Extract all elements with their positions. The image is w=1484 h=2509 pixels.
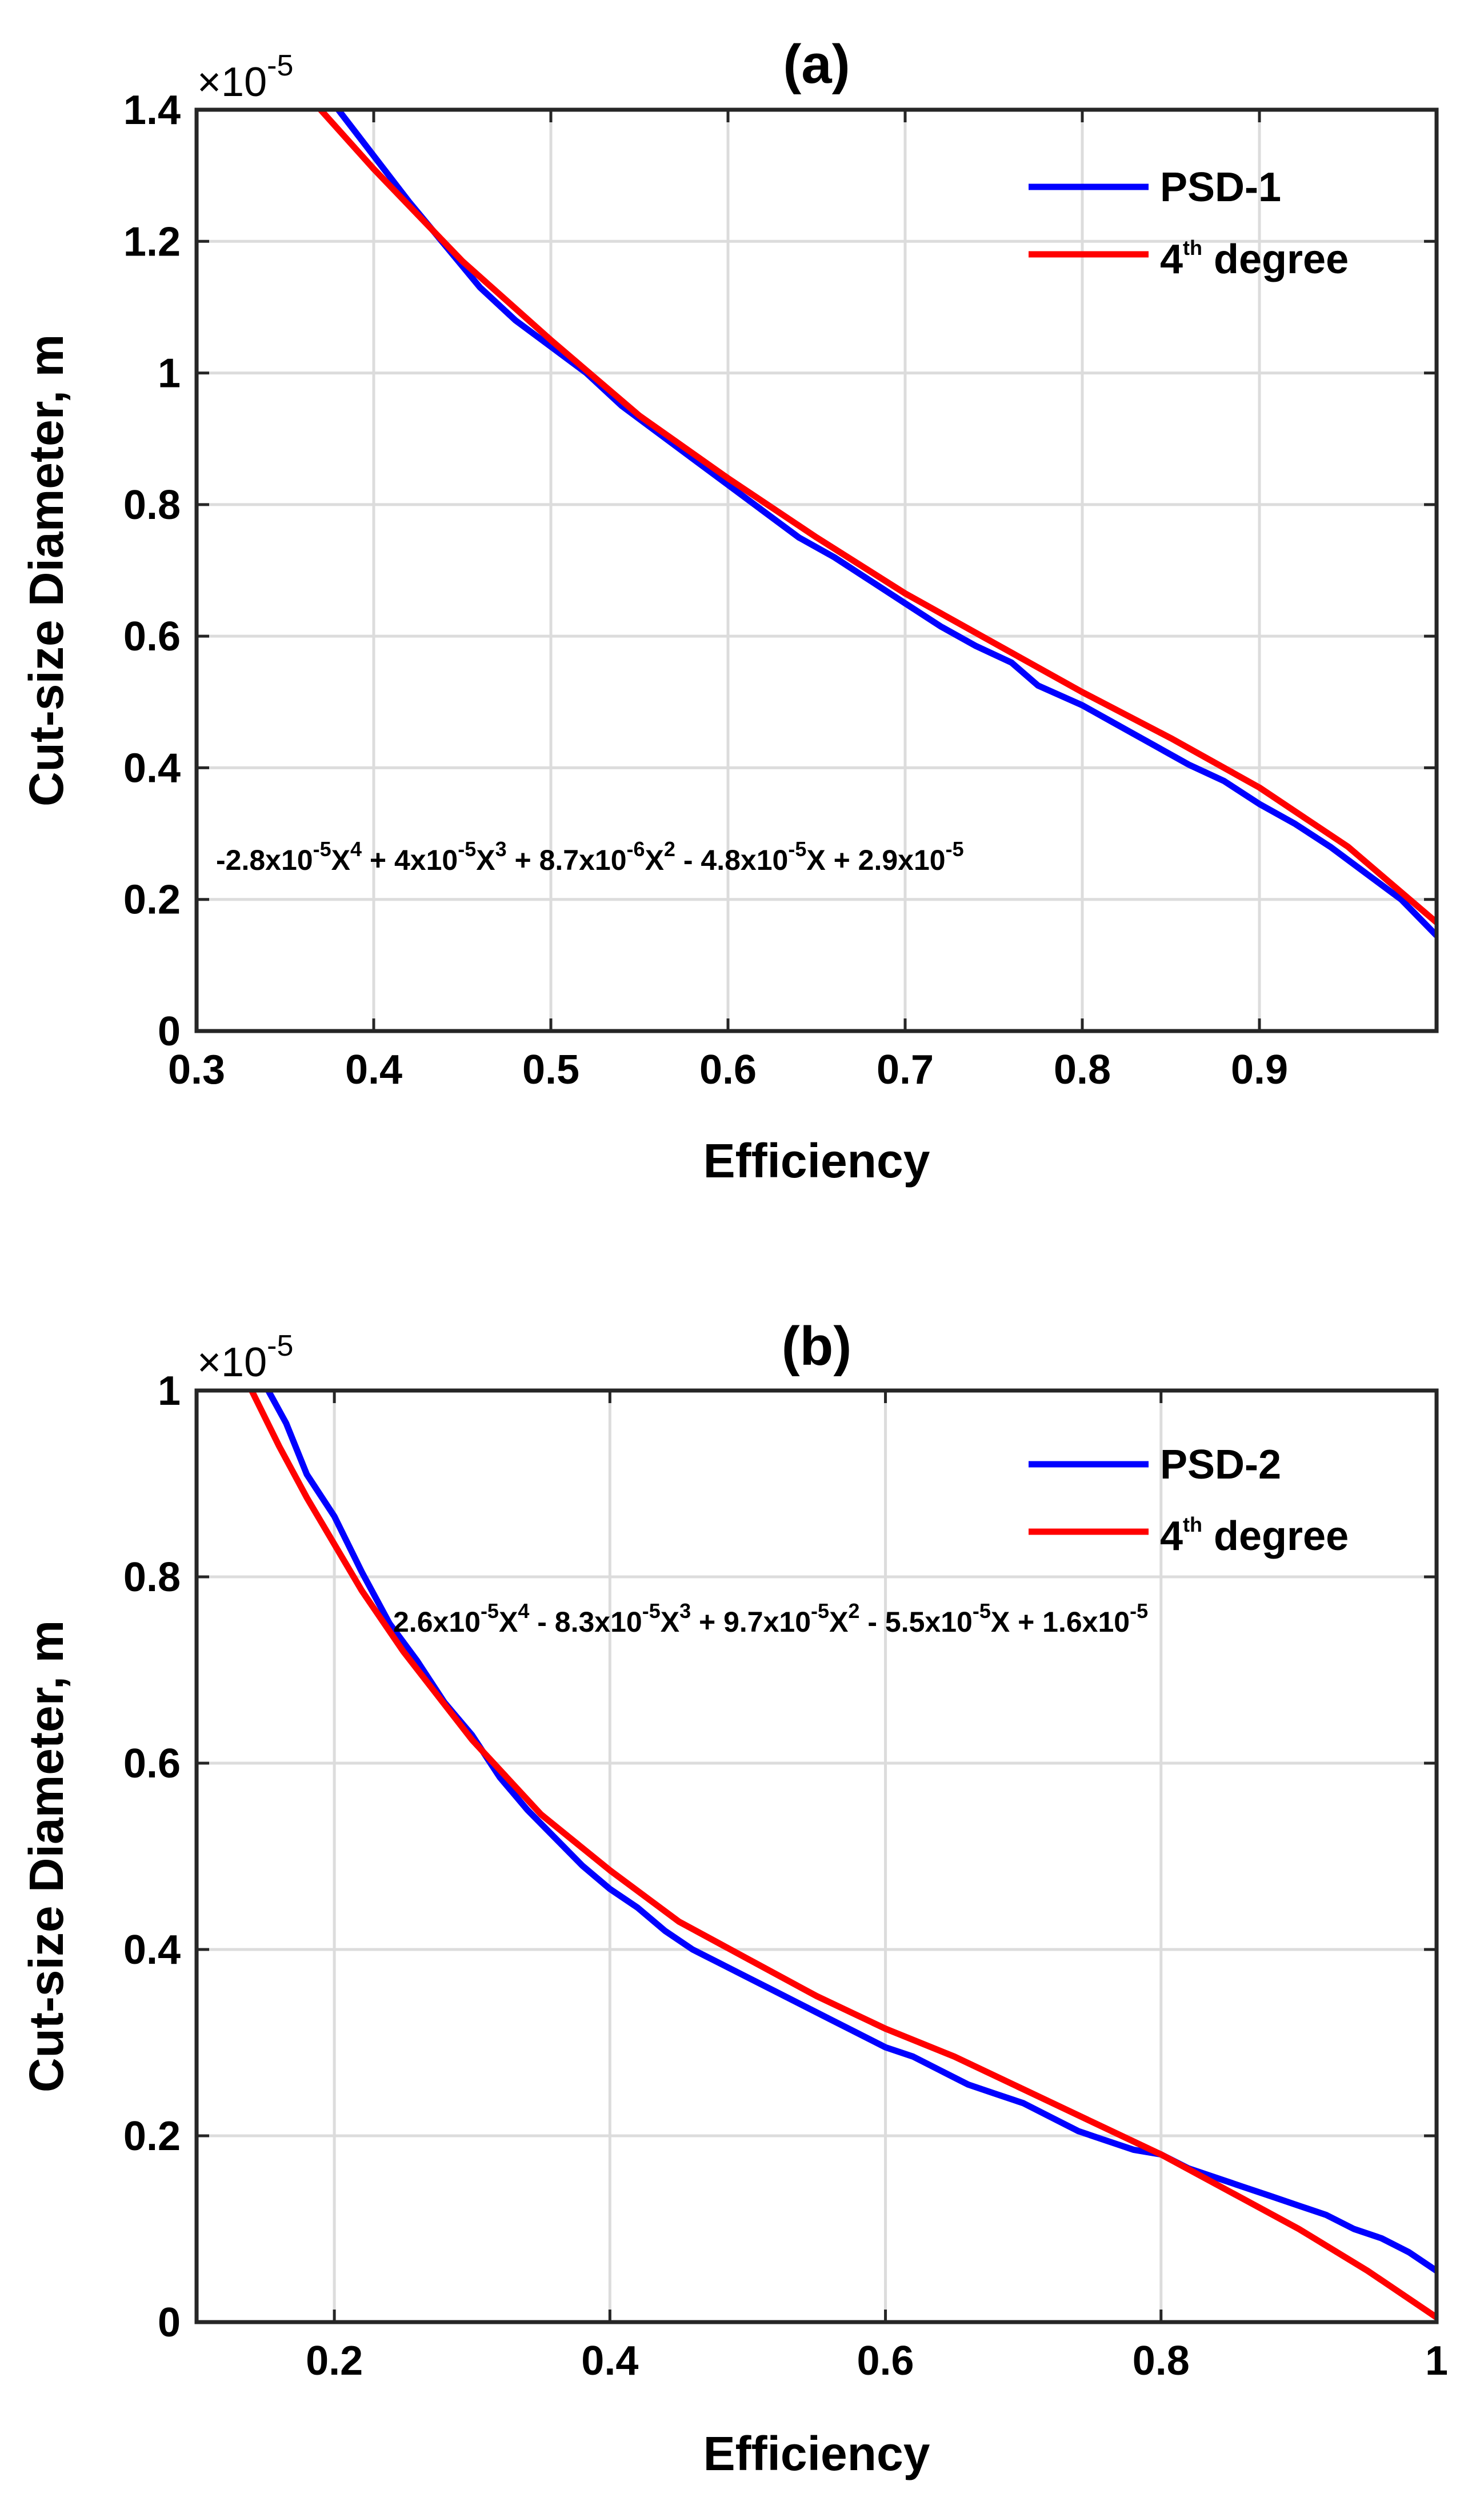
chart-a-x-tick-label: 0.5 <box>522 1047 579 1093</box>
chart-a-x-tick-label: 0.4 <box>345 1047 402 1093</box>
chart-b-legend: PSD-2 4th degree <box>1029 1442 1349 1559</box>
chart-b-x-tick-label: 0.2 <box>306 2338 363 2384</box>
chart-a-x-tick-label: 0.8 <box>1054 1047 1111 1093</box>
chart-a-y-tick-label: 0.2 <box>123 877 181 923</box>
chart-a-legend-label-psd-1: PSD-1 <box>1160 165 1281 210</box>
chart-a-plot-area <box>197 110 1437 1031</box>
chart-a-fit-equation: -2.8x10-5X4 + 4x10-5X3 + 8.7x10-6X2 - 4.… <box>216 837 964 876</box>
chart-a: 0.3 0.4 0.5 0.6 0.7 0.8 0.9 0 0.2 0.4 0.6 0.8 1 1.2 1.… <box>19 34 1439 1188</box>
chart-b-y-tick-label: 0.6 <box>123 1741 181 1787</box>
chart-a-x-tick-label: 0.9 <box>1231 1047 1288 1093</box>
chart-a-y-tick-label: 0.6 <box>123 614 181 660</box>
chart-b-y-exponent: ×10-5 <box>197 1329 293 1385</box>
chart-a-y-tick-label: 1 <box>158 351 181 397</box>
chart-b-ylabel: Cut-size Diameter, m <box>19 1620 73 2092</box>
chart-b-plot-area <box>197 1391 1437 2322</box>
chart-b-x-tick-label: 0.6 <box>857 2338 914 2384</box>
chart-b-y-tick-label: 0.8 <box>123 1555 181 1600</box>
chart-b-ticks: 0.2 0.4 0.6 0.8 1 0 0.2 0.4 0.6 0.8 1 <box>123 1368 1448 2384</box>
chart-a-y-tick-label: 1.2 <box>123 219 181 265</box>
chart-a-y-tick-label: 0.4 <box>123 745 181 791</box>
chart-b-legend-label-4th-degree: 4th degree <box>1160 1513 1349 1559</box>
chart-b-xlabel: Efficiency <box>703 2427 930 2480</box>
chart-b-x-tick-label: 1 <box>1425 2338 1448 2384</box>
chart-a-legend: PSD-1 4th degree <box>1029 165 1349 282</box>
chart-a-y-tick-label: 1.4 <box>123 87 181 133</box>
chart-b-legend-label-psd-2: PSD-2 <box>1160 1442 1281 1488</box>
chart-a-series-4th-degree-line <box>318 110 1437 925</box>
chart-a-title: (a) <box>783 34 850 95</box>
chart-a-axes-box <box>194 107 1439 1033</box>
chart-b-series-4th-degree-line <box>249 1391 1437 2320</box>
chart-b-x-tick-label: 0.8 <box>1133 2338 1190 2384</box>
chart-b-axes-box <box>194 1388 1439 2324</box>
chart-a-series-psd-1-line <box>335 110 1437 938</box>
chart-b-y-tick-label: 0.4 <box>123 1927 181 1973</box>
chart-a-x-tick-label: 0.3 <box>168 1047 225 1093</box>
chart-a-y-exponent: ×10-5 <box>197 49 293 105</box>
chart-a-ticks: 0.3 0.4 0.5 0.6 0.7 0.8 0.9 0 0.2 0.4 0.6 0.8 1 1.2 1.… <box>123 87 1437 1093</box>
chart-a-x-tick-label: 0.6 <box>699 1047 757 1093</box>
chart-b-y-tick-label: 1 <box>158 1368 181 1414</box>
chart-b-x-tick-label: 0.4 <box>581 2338 638 2384</box>
chart-b-y-tick-label: 0 <box>158 2300 181 2346</box>
chart-b-title: (b) <box>782 1316 852 1377</box>
chart-a-y-tick-label: 0.8 <box>123 482 181 528</box>
chart-a-y-tick-label: 0 <box>158 1009 181 1054</box>
chart-a-ylabel: Cut-size Diameter, m <box>19 334 73 806</box>
chart-b: 0.2 0.4 0.6 0.8 1 0 0.2 0.4 0.6 0.8 1 (b) ×10-5 Ef… <box>19 1316 1448 2480</box>
chart-b-fit-equation: 2.6x10-5X4 - 8.3x10-5X3 + 9.7x10-5X2 - 5… <box>393 1599 1148 1638</box>
chart-a-xlabel: Efficiency <box>703 1134 930 1188</box>
chart-a-legend-label-4th-degree: 4th degree <box>1160 236 1349 282</box>
chart-b-y-tick-label: 0.2 <box>123 2114 181 2159</box>
chart-a-x-tick-label: 0.7 <box>877 1047 934 1093</box>
